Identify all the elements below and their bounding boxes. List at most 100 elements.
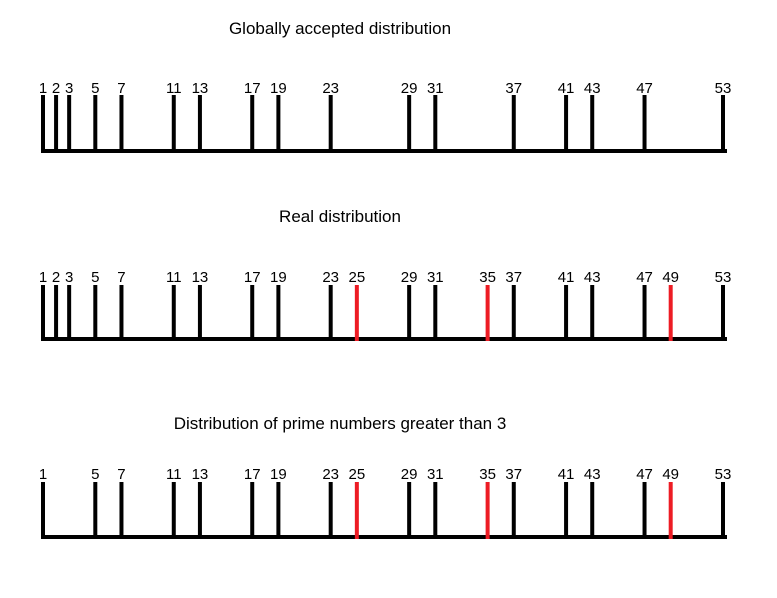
- tick-label: 23: [322, 80, 339, 97]
- tick-label: 19: [270, 466, 287, 483]
- tick: [276, 482, 281, 539]
- tick: [171, 482, 176, 539]
- tick-label: 25: [349, 269, 366, 286]
- tick-label: 2: [52, 80, 60, 97]
- tick: [250, 285, 255, 341]
- tick-label: 1: [39, 269, 47, 286]
- tick-label: 1: [39, 466, 47, 483]
- tick-label: 5: [91, 80, 99, 97]
- tick: [250, 95, 255, 153]
- tick: [67, 95, 72, 153]
- tick: [328, 95, 333, 153]
- tick-label: 29: [401, 269, 418, 286]
- tick: [328, 482, 333, 539]
- tick: [564, 285, 569, 341]
- highlighted-tick: [354, 285, 359, 341]
- tick-label: 31: [427, 466, 444, 483]
- tick: [276, 95, 281, 153]
- tick-label: 41: [558, 80, 575, 97]
- tick-label: 13: [192, 80, 209, 97]
- tick-label: 29: [401, 466, 418, 483]
- tick: [642, 95, 647, 153]
- highlighted-tick: [668, 482, 673, 539]
- tick-label: 53: [715, 466, 732, 483]
- tick: [41, 285, 45, 341]
- tick: [564, 95, 569, 153]
- tick-label: 43: [584, 466, 601, 483]
- tick: [511, 482, 516, 539]
- tick: [642, 482, 647, 539]
- tick-label: 31: [427, 80, 444, 97]
- baseline: [41, 149, 727, 153]
- tick-label: 25: [349, 466, 366, 483]
- tick: [197, 285, 202, 341]
- tick: [54, 285, 59, 341]
- tick: [197, 95, 202, 153]
- tick: [433, 95, 438, 153]
- tick-label: 41: [558, 269, 575, 286]
- tick: [197, 482, 202, 539]
- tick: [721, 285, 725, 341]
- tick: [590, 482, 595, 539]
- tick-label: 2: [52, 269, 60, 286]
- tick-label: 37: [505, 269, 522, 286]
- tick-label: 53: [715, 269, 732, 286]
- number-line-diagram: Distribution of prime numbers greater th…: [39, 414, 732, 539]
- tick: [54, 95, 59, 153]
- tick-label: 3: [65, 269, 73, 286]
- tick-label: 19: [270, 269, 287, 286]
- tick: [590, 285, 595, 341]
- tick-label: 11: [166, 269, 182, 286]
- tick: [328, 285, 333, 341]
- tick-label: 35: [479, 466, 496, 483]
- tick: [642, 285, 647, 341]
- tick-label: 17: [244, 466, 261, 483]
- tick-label: 19: [270, 80, 287, 97]
- diagram-title: Real distribution: [279, 207, 401, 226]
- highlighted-tick: [485, 482, 490, 539]
- tick-label: 17: [244, 269, 261, 286]
- tick: [171, 95, 176, 153]
- diagram-title: Distribution of prime numbers greater th…: [174, 414, 507, 433]
- tick: [511, 95, 516, 153]
- tick-label: 53: [715, 80, 732, 97]
- tick-label: 47: [636, 269, 653, 286]
- tick-label: 37: [505, 466, 522, 483]
- tick: [721, 482, 725, 539]
- tick-label: 43: [584, 269, 601, 286]
- tick: [67, 285, 72, 341]
- tick: [407, 285, 412, 341]
- tick: [41, 482, 45, 539]
- highlighted-tick: [668, 285, 673, 341]
- tick: [433, 285, 438, 341]
- tick-label: 23: [322, 466, 339, 483]
- tick-label: 13: [192, 269, 209, 286]
- baseline: [41, 337, 727, 341]
- tick: [250, 482, 255, 539]
- tick: [119, 95, 124, 153]
- tick-label: 3: [65, 80, 73, 97]
- tick-label: 35: [479, 269, 496, 286]
- tick-label: 17: [244, 80, 261, 97]
- tick: [276, 285, 281, 341]
- tick-label: 37: [505, 80, 522, 97]
- tick: [119, 482, 124, 539]
- tick: [119, 285, 124, 341]
- tick: [564, 482, 569, 539]
- baseline: [41, 535, 727, 539]
- tick-label: 5: [91, 269, 99, 286]
- tick: [41, 95, 45, 153]
- diagram-title: Globally accepted distribution: [229, 19, 451, 38]
- tick-label: 31: [427, 269, 444, 286]
- tick-label: 11: [166, 466, 182, 483]
- tick: [93, 482, 98, 539]
- tick-label: 43: [584, 80, 601, 97]
- tick-label: 13: [192, 466, 209, 483]
- tick-label: 7: [117, 466, 125, 483]
- highlighted-tick: [485, 285, 490, 341]
- tick-label: 11: [166, 80, 182, 97]
- tick-label: 41: [558, 466, 575, 483]
- tick-label: 1: [39, 80, 47, 97]
